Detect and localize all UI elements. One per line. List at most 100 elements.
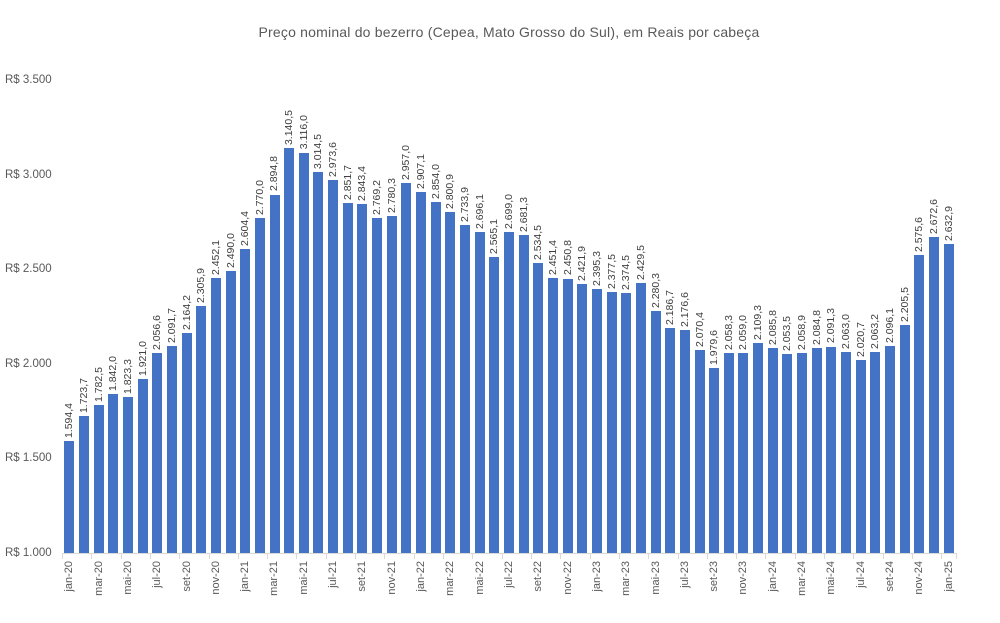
x-axis-tick-mark <box>91 553 93 559</box>
bar <box>240 249 251 553</box>
bar <box>166 346 177 553</box>
bar <box>577 283 588 553</box>
bar-value-label: 2.091,3 <box>824 308 839 343</box>
y-axis-tick-label: R$ 3.000 <box>5 168 52 181</box>
bar <box>386 216 397 553</box>
bar <box>753 343 764 553</box>
bar <box>797 352 808 553</box>
bar-value-text: 2.490,0 <box>224 233 237 269</box>
bar-value-text: 2.854,0 <box>429 164 442 200</box>
bar-value-label: 2.058,3 <box>722 315 737 350</box>
x-axis-tick-label: jan-20 <box>62 561 77 592</box>
x-axis-tick-mark <box>120 553 122 559</box>
bar-value-text: 2.429,5 <box>634 244 647 280</box>
bar-value-text: 2.305,9 <box>195 267 208 303</box>
bar-value-label: 2.058,9 <box>795 315 810 350</box>
bar <box>474 232 485 553</box>
x-axis-tick-label: nov-22 <box>560 561 575 595</box>
x-axis-tick-text: mai-23 <box>649 561 662 595</box>
x-axis-tick-mark <box>530 553 532 559</box>
x-axis-tick-text: mar-20 <box>92 561 105 596</box>
x-axis-tick-label: set-24 <box>883 561 898 592</box>
x-axis-tick-mark <box>62 553 63 559</box>
bar-value-text: 2.907,1 <box>415 154 428 190</box>
bar-value-label: 2.070,4 <box>692 312 707 347</box>
bar <box>738 352 749 553</box>
bar-value-text: 2.395,3 <box>590 250 603 287</box>
bar-value-text: 1.979,6 <box>708 329 721 365</box>
bar <box>108 393 119 553</box>
x-axis-tick-mark <box>882 553 884 559</box>
bar <box>401 182 412 553</box>
x-axis-tick-mark <box>208 553 210 559</box>
bar <box>811 347 822 553</box>
bar <box>547 278 558 553</box>
x-axis-tick-label: set-21 <box>355 561 370 592</box>
x-axis-tick-label: jan-25 <box>941 561 956 592</box>
bar <box>914 254 925 553</box>
x-axis-tick-mark <box>384 553 386 559</box>
bar-value-text: 2.672,6 <box>928 198 940 234</box>
bar-value-text: 3.140,5 <box>283 109 296 146</box>
x-axis-tick-label: jul-22 <box>502 561 517 588</box>
bar <box>328 179 339 553</box>
bar-value-text: 2.851,7 <box>341 164 354 200</box>
x-axis-tick-text: set-24 <box>884 561 897 592</box>
bar <box>723 352 734 553</box>
x-axis-tick-mark <box>560 553 562 559</box>
bar-value-label: 2.377,5 <box>604 254 619 289</box>
bar-value-text: 1.842,0 <box>107 355 120 391</box>
x-axis-tick-label: nov-20 <box>209 561 224 595</box>
bar <box>460 224 471 553</box>
x-axis-tick-label: mar-20 <box>91 561 106 596</box>
x-axis-tick-text: nov-24 <box>913 561 926 595</box>
x-axis-tick-mark <box>956 553 957 559</box>
bar-value-label: 2.096,1 <box>883 308 898 343</box>
bar <box>606 292 617 553</box>
bar <box>870 351 881 553</box>
bar <box>782 353 793 553</box>
bar-value-label: 3.014,5 <box>311 134 326 169</box>
bar <box>122 397 133 553</box>
bar <box>591 289 602 553</box>
x-axis-tick-text: mai-20 <box>121 561 134 595</box>
bar <box>826 346 837 553</box>
x-axis-tick-text: mar-23 <box>620 561 633 596</box>
bar-value-text: 2.780,3 <box>385 178 398 214</box>
x-axis-tick-text: jan-20 <box>63 561 76 592</box>
x-axis-tick-mark <box>765 553 767 559</box>
bar-value-label: 2.085,8 <box>765 310 780 345</box>
bar-value-text: 2.450,8 <box>561 240 574 276</box>
x-axis-tick-label: mai-22 <box>472 561 487 595</box>
bar-value-label: 2.604,4 <box>238 211 253 246</box>
bar-value-text: 1.823,3 <box>121 359 134 395</box>
bar <box>885 345 896 553</box>
x-axis-tick-text: mai-22 <box>473 561 486 595</box>
x-axis-tick-label: jul-20 <box>150 561 165 588</box>
bar-value-text: 2.070,4 <box>693 312 706 348</box>
x-axis-tick-mark <box>267 553 269 559</box>
bar-value-label: 2.632,9 <box>941 206 956 241</box>
bar-value-label: 3.140,5 <box>282 110 297 145</box>
x-axis-tick-text: nov-21 <box>385 561 398 595</box>
bar <box>298 152 309 553</box>
bar-value-text: 2.374,5 <box>620 254 633 290</box>
bar-value-text: 1.594,4 <box>63 402 76 438</box>
bar <box>562 278 573 553</box>
bar <box>709 367 720 553</box>
y-axis-tick-label: R$ 2.500 <box>5 263 52 276</box>
bar-value-text: 2.085,8 <box>766 309 779 345</box>
x-axis-tick-label: mai-20 <box>121 561 136 595</box>
bar-value-text: 1.723,7 <box>77 378 90 414</box>
bar-value-label: 2.164,2 <box>179 295 194 330</box>
x-axis-tick-mark <box>472 553 474 559</box>
bar-value-label: 2.084,8 <box>809 310 824 345</box>
plot-area: 1.594,4 1.723,7 1.782,5 1.842,0 1.823,3 1.921… <box>62 80 956 553</box>
bar-value-label: 2.059,0 <box>736 315 751 350</box>
bar-value-label: 2.020,7 <box>853 322 868 357</box>
bar-value-text: 1.921,0 <box>136 340 149 376</box>
y-axis-tick-label: R$ 1.000 <box>5 547 52 559</box>
bar-value-text: 2.696,1 <box>473 194 486 230</box>
bar-value-label: 2.063,0 <box>839 314 854 349</box>
bar-value-label: 3.116,0 <box>296 115 311 149</box>
